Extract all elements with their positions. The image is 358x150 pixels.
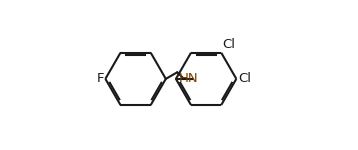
Text: Cl: Cl <box>222 38 236 51</box>
Text: HN: HN <box>179 72 198 85</box>
Text: Cl: Cl <box>238 72 251 85</box>
Text: F: F <box>96 72 104 85</box>
